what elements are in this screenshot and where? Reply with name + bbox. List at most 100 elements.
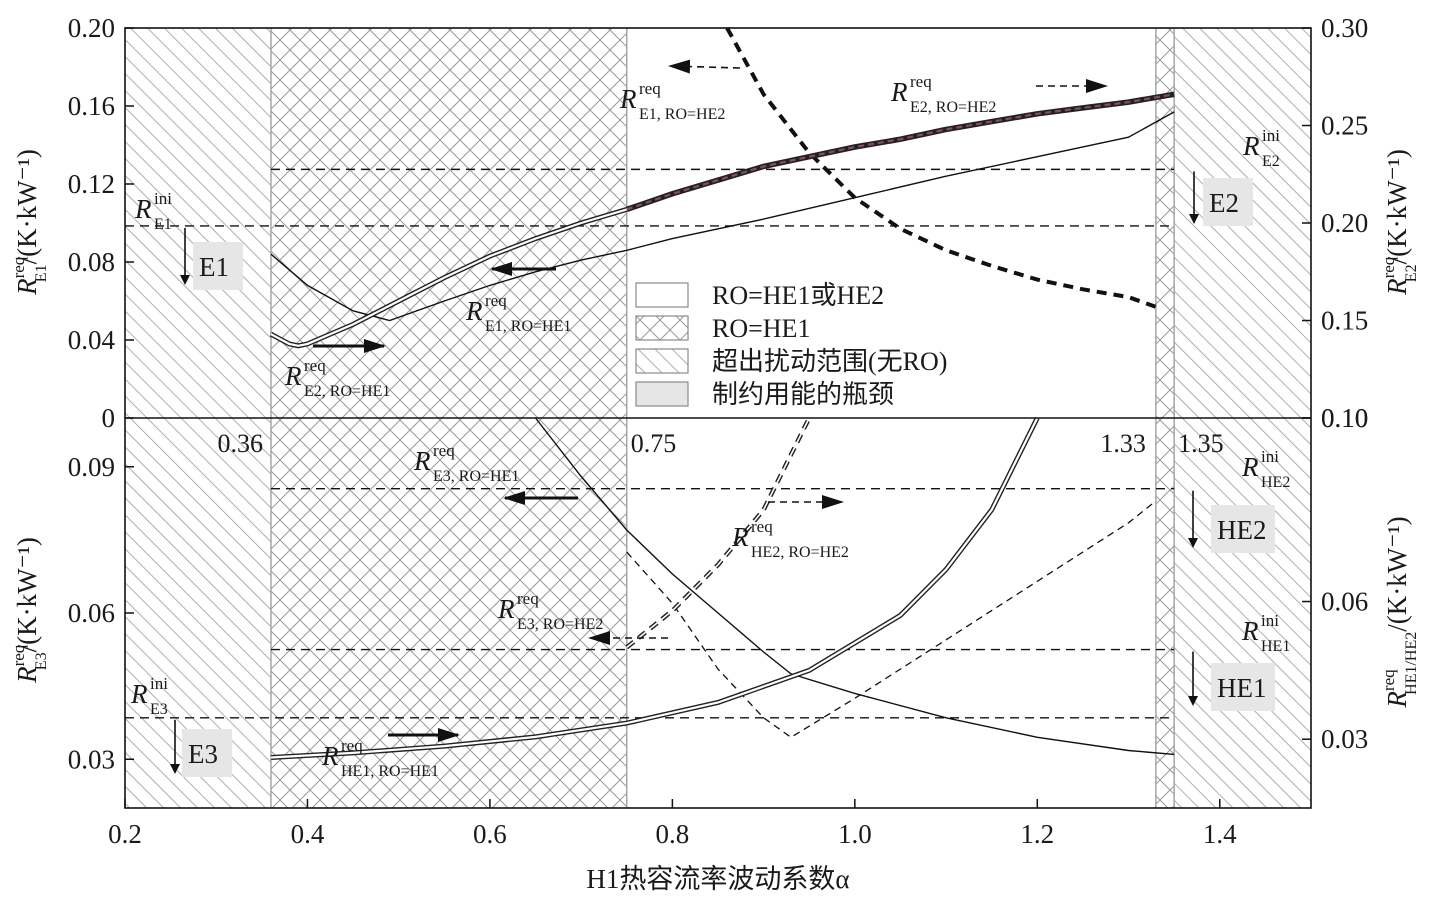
annotation-req-E2-RO-HE2-sub: E2, RO=HE2 xyxy=(910,99,996,116)
annotation-req-E1-RO-HE1-sup: req xyxy=(485,291,507,310)
top-right-tick-label-1: 0.15 xyxy=(1321,306,1368,336)
series-bottom-R-HE2-RO-HE2-inner xyxy=(626,417,810,649)
annotation-req-E3-RO-HE2-sub: E3, RO=HE2 xyxy=(517,616,603,633)
top-right-tick-label-4: 0.30 xyxy=(1321,13,1368,43)
arrow-E1-RO-HE2 xyxy=(668,59,741,74)
series-bottom-R-E3-RO-HE2-line xyxy=(626,500,1157,739)
boundary-label-1.35: 1.35 xyxy=(1178,429,1224,458)
annotation-ini-E2-sub: E2 xyxy=(1262,153,1280,170)
bottleneck-HE2-box xyxy=(1211,505,1275,553)
bottom-left-tick-label-0: 0.03 xyxy=(68,744,115,774)
series-top-R-E1-RO-HE2-line xyxy=(725,27,1157,309)
bottom-right-axis-title: Rreq HE1/HE2/(K·kW⁻¹) xyxy=(1379,516,1420,708)
annotation-req-E3-RO-HE2-sup: req xyxy=(517,589,539,608)
x-tick-label-4: 1.0 xyxy=(838,819,872,849)
bottleneck-boxes: E1 E2 E3 HE2 HE1 xyxy=(170,171,1275,777)
series-top-R-E1-RO-HE2 xyxy=(725,27,1157,309)
annotation-req-E3-RO-HE1-sup: req xyxy=(433,441,455,460)
top-right-axis-title-sub: E2 xyxy=(1403,264,1420,282)
bottom-left-axis-title-main: R xyxy=(12,666,42,684)
legend-swatch-0 xyxy=(635,282,689,308)
bottom-right-axis-title-main: R xyxy=(1382,691,1412,709)
bottom-left-tick-label-1: 0.06 xyxy=(68,598,115,628)
annotation-req-HE2-RO-HE2-sub: HE2, RO=HE2 xyxy=(751,544,849,561)
series-top-R-E2-RO-HE2-inner xyxy=(626,93,1175,211)
annotation-ini-HE2-sub: HE2 xyxy=(1261,474,1290,491)
axis-titles: Rreq E1/(K·kW⁻¹)Rreq E2/(K·kW⁻¹)Rreq E3/(K·… xyxy=(9,149,1420,894)
bottleneck-HE2-label: HE2 xyxy=(1217,515,1267,545)
legend-label-1: RO=HE1 xyxy=(712,314,810,343)
bottleneck-E3-box xyxy=(182,729,232,777)
annotation-req-E1-RO-HE2-sub: E1, RO=HE2 xyxy=(639,106,725,123)
top-left-tick-label-1: 0.04 xyxy=(68,325,116,355)
annotation-req-E2-RO-HE1-sup: req xyxy=(304,356,326,375)
annotation-req-E1-RO-HE1-main: R xyxy=(465,296,483,326)
annotation-req-E2-RO-HE2-main: R xyxy=(890,77,908,107)
annotation-req-E1-RO-HE2-sup: req xyxy=(639,79,661,98)
bottom-right-tick-label-1: 0.06 xyxy=(1321,587,1368,617)
bottleneck-E1-box xyxy=(193,242,243,290)
annotation-ini-E3-main: R xyxy=(130,679,148,709)
annotation-req-HE1-RO-HE1-sub: HE1, RO=HE1 xyxy=(341,763,439,780)
legend: RO=HE1或HE2 RO=HE1 超出扰动范围(无RO) 制约用能的瓶颈 xyxy=(628,276,1000,416)
bottom-right-axis-title-sub: HE1/HE2 xyxy=(1403,632,1420,695)
bottom-right-tick-label-2: 0.10 xyxy=(1321,403,1368,433)
top-right-axis-title-sup: req xyxy=(1379,256,1398,278)
x-tick-label-5: 1.2 xyxy=(1020,819,1054,849)
annotation-req-E3-RO-HE1-sub: E3, RO=HE1 xyxy=(433,468,519,485)
legend-swatch-3 xyxy=(635,381,689,407)
x-tick-label-0: 0.2 xyxy=(108,819,142,849)
annotation-req-E1-RO-HE1-sub: E1, RO=HE1 xyxy=(485,318,571,335)
bottleneck-E2-label: E2 xyxy=(1209,188,1239,218)
bottleneck-E3-label: E3 xyxy=(188,739,218,769)
series-top-R-E2-RO-HE2 xyxy=(625,91,1175,213)
legend-label-2: 超出扰动范围(无RO) xyxy=(712,347,947,376)
annotation-ini-HE1-sub: HE1 xyxy=(1261,638,1290,655)
bottom-left-axis-title-sup: req xyxy=(9,644,28,666)
series-bottom-R-E3-RO-HE1 xyxy=(534,417,1175,756)
top-left-tick-label-4: 0.16 xyxy=(68,91,115,121)
series-bottom-R-E3-RO-HE2 xyxy=(626,500,1157,739)
annotation-req-E2-RO-HE1-main: R xyxy=(284,361,302,391)
bottleneck-HE1-label: HE1 xyxy=(1217,673,1267,703)
boundary-label-0.36: 0.36 xyxy=(217,429,263,458)
legend-swatch-2 xyxy=(635,348,689,374)
series-top-R-E2-RO-HE1-inner xyxy=(270,208,628,347)
top-left-tick-label-5: 0.20 xyxy=(68,13,115,43)
boundary-label-1.33: 1.33 xyxy=(1100,429,1146,458)
annotation-ini-HE2-main: R xyxy=(1241,452,1259,482)
legend-label-0: RO=HE1或HE2 xyxy=(712,281,884,310)
series-bottom-R-HE1-RO-HE1-inner xyxy=(270,417,1039,759)
top-right-tick-label-2: 0.20 xyxy=(1321,208,1368,238)
top-left-axis-title-unit: /(K·kW⁻¹) xyxy=(12,149,42,264)
annotation-ini-HE1-sup: ini xyxy=(1261,611,1279,630)
bottom-left-tick-label-2: 0.09 xyxy=(68,452,115,482)
annotation-ini-HE1-main: R xyxy=(1241,616,1259,646)
bottom-left-axis-title: Rreq E3/(K·kW⁻¹) xyxy=(9,537,50,684)
series-top-R-E2-RO-HE1 xyxy=(269,207,628,349)
x-tick-label-1: 0.4 xyxy=(291,819,325,849)
annotation-ini-E1-sub: E1 xyxy=(154,216,172,233)
annotation-ini-E2-main: R xyxy=(1242,131,1260,161)
axis-ticks: 0.2 0.4 0.6 0.8 1.0 1.2 1.4 0 0.04 0.08 0.12 0.16 0.… xyxy=(68,13,1369,849)
x-tick-label-6: 1.4 xyxy=(1203,819,1237,849)
annotation-ini-E2-sup: ini xyxy=(1262,126,1280,145)
top-left-tick-label-3: 0.12 xyxy=(68,169,115,199)
top-right-axis-title: Rreq E2/(K·kW⁻¹) xyxy=(1379,149,1420,296)
series-lines xyxy=(269,27,1175,760)
bottom-left-axis-title-sub: E3 xyxy=(33,652,50,670)
bottom-left-axis-title-unit: /(K·kW⁻¹) xyxy=(12,537,42,652)
bottleneck-HE1-box xyxy=(1211,663,1275,711)
top-left-tick-label-0: 0 xyxy=(102,403,116,433)
